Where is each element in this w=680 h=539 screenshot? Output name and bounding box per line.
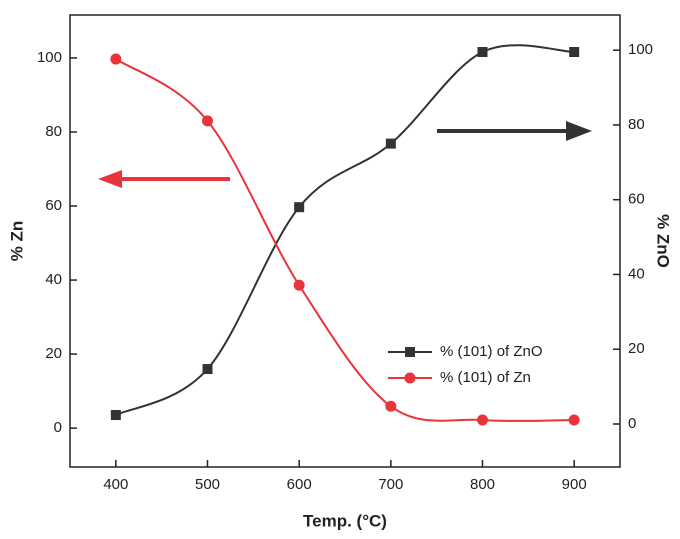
y-tick-label: 80 bbox=[45, 123, 62, 140]
y-tick-label: 20 bbox=[45, 345, 62, 362]
plot-frame bbox=[69, 14, 621, 468]
y2-tick-label: 100 bbox=[628, 41, 653, 58]
y-tick-label: 0 bbox=[54, 419, 62, 436]
data-point bbox=[385, 138, 396, 149]
x-tick-label: 900 bbox=[562, 476, 587, 493]
data-point bbox=[202, 115, 213, 127]
data-point bbox=[477, 414, 488, 426]
y2-tick-label: 0 bbox=[628, 415, 636, 432]
legend-marker bbox=[405, 347, 415, 357]
series-line bbox=[115, 58, 575, 422]
arrow-right bbox=[437, 121, 592, 141]
x-axis-label: Temp. (°C) bbox=[303, 511, 387, 530]
y-axis-label: % Zn bbox=[7, 221, 26, 262]
y2-axis-label: % ZnO bbox=[654, 214, 673, 268]
legend-label: % (101) of Zn bbox=[440, 369, 531, 386]
data-point bbox=[110, 410, 121, 421]
data-point bbox=[294, 202, 305, 213]
x-tick-label: 700 bbox=[378, 476, 403, 493]
x-tick-label: 800 bbox=[470, 476, 495, 493]
data-point bbox=[568, 414, 580, 426]
data-point bbox=[110, 53, 122, 65]
y-tick-label: 40 bbox=[45, 271, 62, 288]
x-tick-label: 400 bbox=[103, 476, 128, 493]
arrow-left bbox=[98, 170, 230, 188]
y-tick-label: 100 bbox=[37, 49, 62, 66]
y2-tick-label: 60 bbox=[628, 191, 645, 208]
x-tick-label: 600 bbox=[287, 476, 312, 493]
data-point bbox=[202, 364, 213, 375]
data-point bbox=[477, 47, 488, 58]
x-tick-label: 500 bbox=[195, 476, 220, 493]
data-point bbox=[569, 47, 580, 58]
y2-tick-label: 40 bbox=[628, 265, 645, 282]
y-tick-label: 60 bbox=[45, 197, 62, 214]
y2-tick-label: 80 bbox=[628, 116, 645, 133]
legend-label: % (101) of ZnO bbox=[440, 343, 543, 360]
data-point bbox=[293, 279, 305, 291]
legend-marker bbox=[404, 372, 416, 384]
data-point bbox=[385, 400, 397, 412]
y2-tick-label: 20 bbox=[628, 340, 645, 357]
